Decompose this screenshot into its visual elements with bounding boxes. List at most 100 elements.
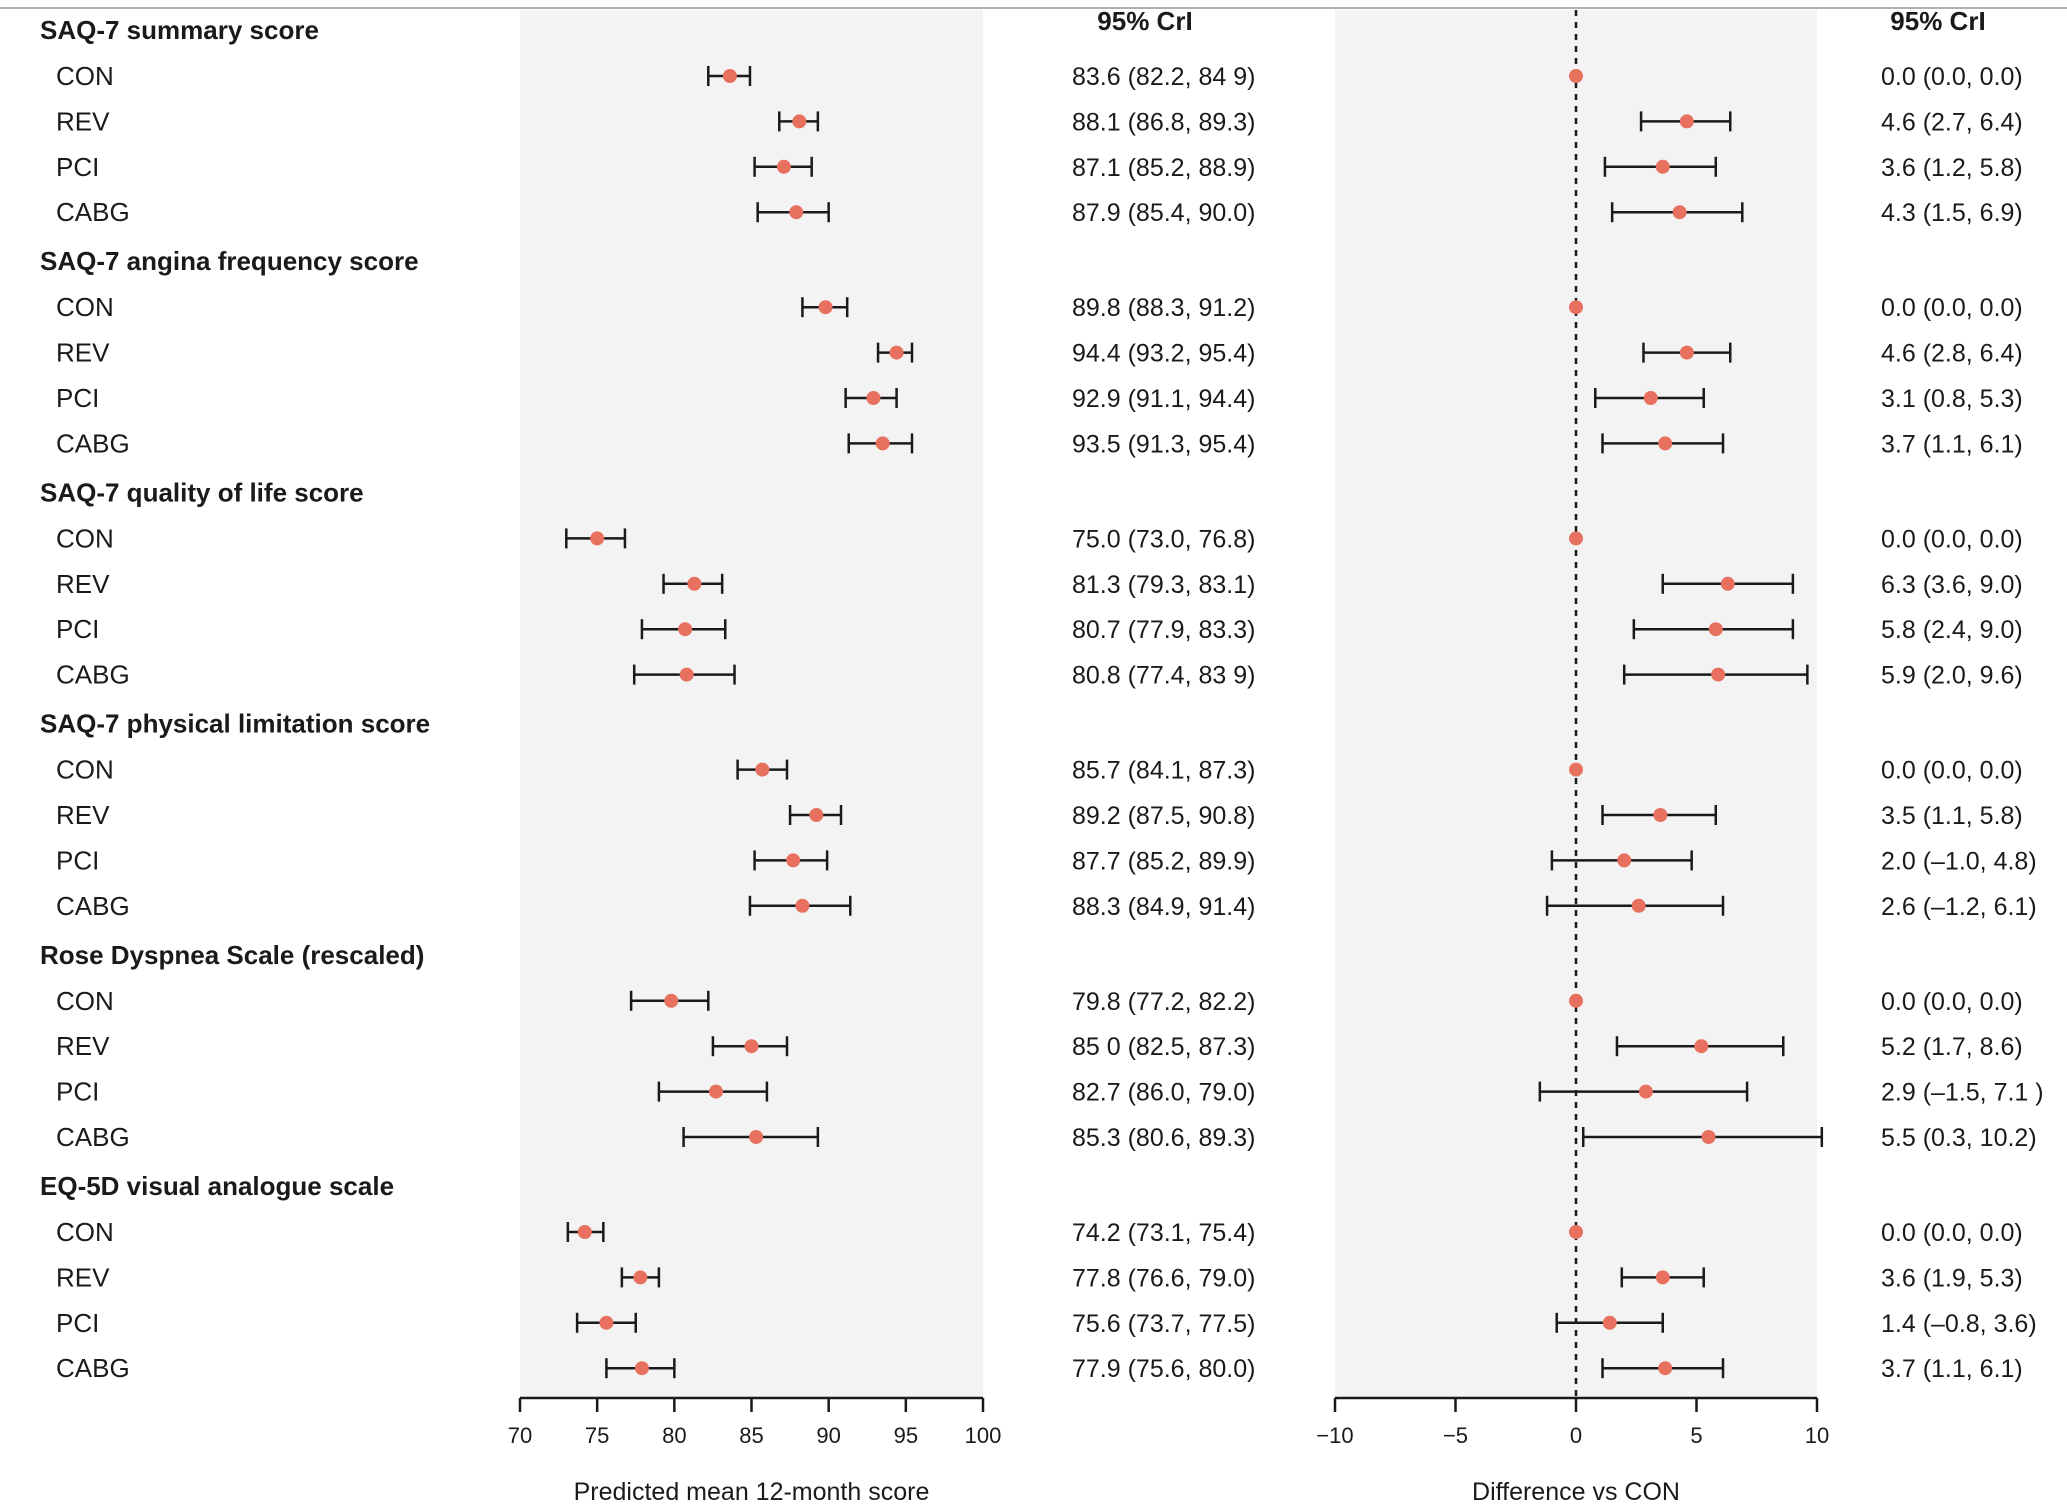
mean-tick-label: 75 <box>585 1423 609 1448</box>
mean-estimate-text: 89.2 (87.5, 90.8) <box>1072 802 1255 830</box>
diff-point-marker <box>1569 762 1583 777</box>
diff-point-marker <box>1708 622 1723 637</box>
mean-point-marker <box>634 1361 649 1376</box>
row-label: CON <box>56 755 114 785</box>
mean-tick-label: 90 <box>816 1423 840 1448</box>
row-label: CABG <box>56 660 130 690</box>
mean-point-marker <box>709 1084 724 1099</box>
mean-point-marker <box>755 762 770 777</box>
mean-estimate-text: 85.3 (80.6, 89.3) <box>1072 1124 1255 1152</box>
row-label: CABG <box>56 891 130 921</box>
mean-point-marker <box>664 993 679 1008</box>
diff-point-marker <box>1658 436 1673 451</box>
mean-estimate-text: 93.5 (91.3, 95.4) <box>1072 430 1255 458</box>
diff-estimate-text: 3.7 (1.1, 6.1) <box>1881 430 2023 458</box>
row-label: PCI <box>56 383 99 413</box>
diff-estimate-text: 0.0 (0.0, 0.0) <box>1881 988 2023 1016</box>
diff-estimate-text: 5.9 (2.0, 9.6) <box>1881 662 2023 690</box>
diff-estimate-text: 4.3 (1.5, 6.9) <box>1881 199 2023 227</box>
diff-point-marker <box>1569 993 1583 1008</box>
mean-point-marker <box>633 1270 648 1285</box>
group-title: SAQ-7 quality of life score <box>40 477 364 507</box>
row-label: REV <box>56 800 110 830</box>
ci-header-mean: 95% CrI <box>1097 6 1192 36</box>
diff-point-marker <box>1679 114 1694 129</box>
group-title: Rose Dyspnea Scale (rescaled) <box>40 940 424 970</box>
mean-estimate-text: 75.0 (73.0, 76.8) <box>1072 525 1255 553</box>
mean-estimate-text: 81.3 (79.3, 83.1) <box>1072 571 1255 599</box>
mean-point-marker <box>687 576 702 591</box>
mean-estimate-text: 80.8 (77.4, 83 9) <box>1072 662 1255 690</box>
diff-tick-label: −5 <box>1443 1423 1468 1448</box>
diff-estimate-text: 3.6 (1.9, 5.3) <box>1881 1264 2023 1292</box>
diff-point-marker <box>1653 808 1668 822</box>
row-label: REV <box>56 569 110 599</box>
diff-point-marker <box>1711 667 1726 682</box>
diff-axis-title: Difference vs CON <box>1472 1478 1680 1506</box>
diff-point-marker <box>1569 1225 1583 1239</box>
mean-point-marker <box>795 898 810 913</box>
diff-estimate-text: 1.4 (–0.8, 3.6) <box>1881 1310 2037 1338</box>
diff-estimate-text: 2.9 (–1.5, 7.1 ) <box>1881 1079 2044 1107</box>
diff-point-marker <box>1679 345 1694 360</box>
diff-point-marker <box>1569 300 1583 315</box>
mean-estimate-text: 83.6 (82.2, 84 9) <box>1072 63 1255 91</box>
diff-point-marker <box>1638 1084 1653 1099</box>
mean-estimate-text: 82.7 (86.0, 79.0) <box>1072 1079 1255 1107</box>
mean-point-marker <box>599 1315 614 1330</box>
diff-estimate-text: 3.6 (1.2, 5.8) <box>1881 154 2023 182</box>
group-title: SAQ-7 summary score <box>40 15 319 45</box>
diff-tick-label: 5 <box>1690 1423 1702 1448</box>
mean-tick-label: 95 <box>894 1423 918 1448</box>
mean-axis-title: Predicted mean 12-month score <box>574 1478 930 1506</box>
diff-estimate-text: 0.0 (0.0, 0.0) <box>1881 294 2023 322</box>
group-title: SAQ-7 physical limitation score <box>40 709 430 739</box>
diff-point-marker <box>1672 205 1687 220</box>
diff-estimate-text: 4.6 (2.8, 6.4) <box>1881 340 2023 368</box>
mean-point-marker <box>577 1225 592 1239</box>
diff-point-marker <box>1617 853 1632 868</box>
mean-estimate-text: 79.8 (77.2, 82.2) <box>1072 988 1255 1016</box>
diff-estimate-text: 5.5 (0.3, 10.2) <box>1881 1124 2037 1152</box>
row-label: REV <box>56 338 110 368</box>
mean-point-marker <box>722 69 737 83</box>
row-label: CON <box>56 61 114 91</box>
diff-tick-label: 0 <box>1570 1423 1582 1448</box>
ci-header-diff: 95% CrI <box>1890 6 1985 36</box>
mean-estimate-text: 89.8 (88.3, 91.2) <box>1072 294 1255 322</box>
mean-estimate-text: 80.7 (77.9, 83.3) <box>1072 616 1255 644</box>
row-label: CON <box>56 523 114 553</box>
diff-tick-label: −10 <box>1316 1423 1353 1448</box>
mean-estimate-text: 77.9 (75.6, 80.0) <box>1072 1355 1255 1383</box>
mean-point-marker <box>789 205 804 220</box>
row-label: REV <box>56 1262 110 1292</box>
mean-point-marker <box>744 1039 759 1054</box>
mean-estimate-text: 85.7 (84.1, 87.3) <box>1072 757 1255 785</box>
row-label: CABG <box>56 197 130 227</box>
mean-estimate-text: 88.3 (84.9, 91.4) <box>1072 893 1255 921</box>
diff-point-marker <box>1631 898 1646 913</box>
mean-tick-label: 80 <box>662 1423 686 1448</box>
diff-point-marker <box>1643 391 1658 405</box>
row-label: PCI <box>56 845 99 875</box>
diff-point-marker <box>1655 159 1670 174</box>
mean-point-marker <box>786 853 801 868</box>
mean-estimate-text: 87.1 (85.2, 88.9) <box>1072 154 1255 182</box>
diff-estimate-text: 2.6 (–1.2, 6.1) <box>1881 893 2037 921</box>
row-label: CABG <box>56 428 130 458</box>
mean-tick-label: 70 <box>508 1423 532 1448</box>
group-title: EQ-5D visual analogue scale <box>40 1171 394 1201</box>
diff-point-marker <box>1569 69 1583 83</box>
diff-point-marker <box>1701 1130 1716 1144</box>
mean-tick-label: 85 <box>739 1423 763 1448</box>
mean-point-marker <box>875 436 890 451</box>
mean-estimate-text: 94.4 (93.2, 95.4) <box>1072 340 1255 368</box>
diff-estimate-text: 0.0 (0.0, 0.0) <box>1881 757 2023 785</box>
row-label: CON <box>56 986 114 1016</box>
row-label: CON <box>56 292 114 322</box>
mean-point-marker <box>792 114 807 129</box>
mean-estimate-text: 87.7 (85.2, 89.9) <box>1072 847 1255 875</box>
diff-estimate-text: 6.3 (3.6, 9.0) <box>1881 571 2023 599</box>
mean-estimate-text: 92.9 (91.1, 94.4) <box>1072 385 1255 413</box>
